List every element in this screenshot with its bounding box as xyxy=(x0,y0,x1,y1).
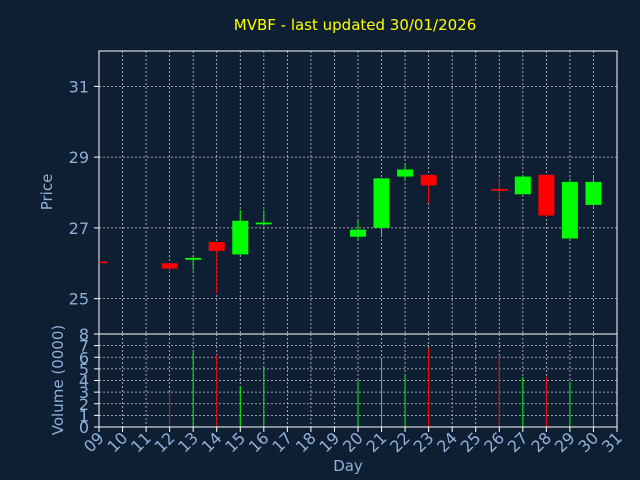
price-tick-label: 25 xyxy=(69,290,89,309)
volume-tick-label: 8 xyxy=(79,325,89,344)
candlestick xyxy=(99,261,107,264)
candle-body xyxy=(161,263,178,269)
chart-title: MVBF - last updated 30/01/2026 xyxy=(234,16,477,34)
volume-tick-label: 4 xyxy=(79,372,89,391)
candlestick xyxy=(491,178,508,200)
candlestick xyxy=(208,242,225,294)
candlestick xyxy=(538,174,555,218)
candlestick xyxy=(161,263,178,273)
volume-tick-label: 1 xyxy=(79,406,89,425)
volume-tick-label: 6 xyxy=(79,348,89,367)
volume-panel: 0123456780910111213141516171819202122232… xyxy=(79,325,626,456)
price-panel: 25 27 29 31 xyxy=(69,50,618,335)
candle-body xyxy=(255,222,272,225)
price-tick-label: 27 xyxy=(69,219,89,238)
candlestick xyxy=(185,256,202,271)
price-tick-label: 29 xyxy=(69,148,89,167)
candle-body xyxy=(350,229,366,237)
volume-tick-label: 2 xyxy=(79,395,89,414)
volume-tick-label: 3 xyxy=(79,383,89,402)
candlestick xyxy=(514,174,531,195)
candle-body xyxy=(99,261,107,264)
volume-tick-label: 7 xyxy=(79,337,89,356)
candlestick xyxy=(420,174,437,204)
candlestick xyxy=(255,210,272,227)
candle-body xyxy=(514,176,531,195)
candle-body xyxy=(491,188,508,191)
candlestick xyxy=(350,220,366,241)
x-axis-label: Day xyxy=(333,457,363,475)
candle-body xyxy=(232,220,249,255)
candle-body xyxy=(561,181,578,239)
candlestick xyxy=(232,210,249,255)
candlestick xyxy=(397,164,414,181)
candle-body xyxy=(538,174,555,216)
volume-tick-label: 5 xyxy=(79,360,89,379)
volume-axis-label: Volume (0000) xyxy=(49,325,67,435)
candlestick xyxy=(585,174,602,207)
candle-body xyxy=(420,174,437,186)
price-axis-label: Price xyxy=(38,174,56,211)
candle-body xyxy=(397,169,414,177)
candle-body xyxy=(208,242,225,251)
candlestick xyxy=(373,178,390,235)
candle-body xyxy=(585,181,602,205)
candle-body xyxy=(373,178,390,228)
candlestick xyxy=(561,178,578,239)
price-tick-label: 31 xyxy=(69,77,89,96)
volume-tick-label: 0 xyxy=(79,418,89,437)
candle-body xyxy=(185,257,202,260)
